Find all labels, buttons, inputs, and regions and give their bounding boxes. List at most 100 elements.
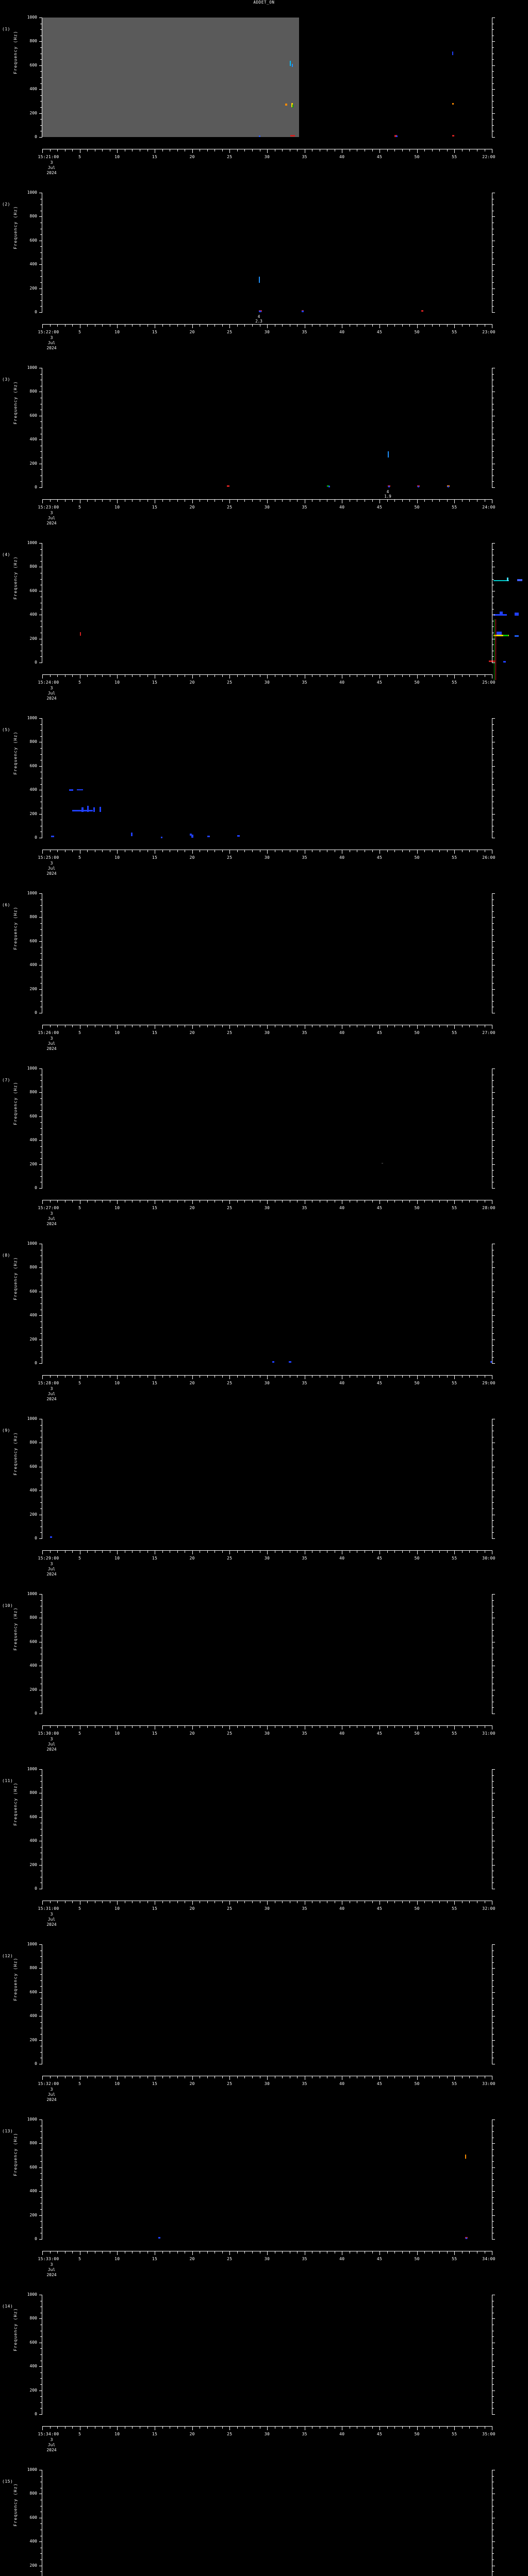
date-stack: 3 Jul 2024: [36, 686, 67, 701]
y-tick: [492, 989, 495, 990]
x-tick: [409, 1025, 410, 1027]
y-tick: [492, 1865, 495, 1866]
x-tick: [229, 2426, 230, 2430]
x-tick: [132, 2076, 133, 2078]
y-tick: [492, 312, 495, 313]
x-tick: [461, 2426, 463, 2429]
y-tick: [40, 1677, 42, 1679]
x-tick: [50, 1550, 51, 1553]
x-tick: [297, 850, 298, 852]
y-tick: [492, 1170, 494, 1171]
x-start-label: 15:27:00: [38, 1206, 59, 1210]
data-mark: [466, 2237, 468, 2239]
x-tick: [237, 2426, 238, 2429]
y-tick: [492, 2143, 495, 2144]
x-tick: [192, 1200, 193, 1204]
x-tick: [454, 1550, 455, 1554]
x-tick-label: 40: [339, 1731, 345, 1736]
x-tick: [177, 2251, 178, 2253]
x-tick: [282, 1550, 283, 1553]
x-tick: [162, 850, 163, 852]
x-tick: [424, 2426, 425, 2429]
x-tick: [229, 324, 230, 328]
x-tick-label: 25: [227, 1030, 233, 1035]
x-tick: [387, 1200, 388, 1202]
y-tick: [40, 95, 42, 96]
x-tick: [432, 1375, 433, 1378]
y-tick: [40, 1805, 42, 1806]
x-tick-label: 25: [227, 1906, 233, 1911]
x-tick: [372, 1200, 373, 1202]
y-tick: [492, 421, 494, 422]
x-tick: [207, 2251, 208, 2253]
x-tick-label: 55: [452, 855, 457, 860]
x-tick: [372, 1901, 373, 1903]
date-line: Jul: [47, 341, 56, 345]
x-tick: [409, 1550, 410, 1553]
date-line: 3: [50, 1211, 53, 1216]
date-stack: 3 Jul 2024: [36, 861, 67, 876]
x-tick: [244, 2076, 245, 2078]
y-tick: [40, 1146, 42, 1147]
x-tick: [207, 674, 208, 677]
y-tick: [40, 2372, 42, 2373]
y-tick: [40, 1781, 42, 1782]
x-tick: [469, 1375, 470, 1378]
x-tick-label: 15: [152, 1556, 158, 1561]
x-tick-label: 10: [114, 1731, 120, 1736]
x-tick-label: 45: [376, 505, 383, 510]
x-tick: [117, 2251, 118, 2255]
x-tick-label: 40: [339, 1381, 345, 1385]
x-tick-label: 35: [302, 1381, 307, 1385]
x-tick: [439, 1200, 440, 1202]
y-tick: [39, 2318, 42, 2319]
y-tick-label: 1000: [27, 15, 37, 20]
y-tick-label: 0: [35, 2412, 37, 2416]
x-tick: [244, 1200, 245, 1202]
x-tick: [87, 499, 88, 502]
x-tick-label: 40: [339, 855, 345, 860]
x-tick: [372, 1025, 373, 1027]
x-tick: [252, 1901, 253, 1903]
x-tick: [252, 2426, 253, 2429]
plot-area: [42, 1769, 492, 1889]
plot-area: [42, 2120, 492, 2239]
y-tick: [39, 2040, 42, 2041]
y-tick: [492, 579, 494, 580]
y-tick: [40, 246, 42, 247]
x-start-label: 15:29:00: [38, 1556, 59, 1561]
x-tick: [177, 324, 178, 327]
x-tick-label: 10: [114, 330, 120, 334]
y-axis-title: Frequency (Hz): [13, 2308, 18, 2351]
x-tick: [297, 324, 298, 327]
x-tick: [252, 1025, 253, 1027]
y-tick: [40, 481, 42, 482]
x-tick-label: 25: [227, 330, 233, 334]
x-tick: [57, 324, 58, 327]
y-tick-label: 400: [29, 2364, 37, 2369]
x-tick: [147, 1375, 148, 1378]
x-tick: [177, 1725, 178, 1728]
date-line: Jul: [47, 165, 56, 170]
y-tick: [492, 1285, 494, 1286]
y-tick-label: 0: [35, 2061, 37, 2066]
date-line: 2024: [46, 1922, 57, 1927]
x-tick: [461, 2076, 463, 2078]
x-tick: [424, 1025, 425, 1027]
y-tick: [40, 1351, 42, 1352]
x-tick: [229, 2251, 230, 2255]
x-tick: [409, 2426, 410, 2429]
x-tick: [57, 1200, 58, 1202]
y-tick: [492, 1769, 495, 1770]
x-tick: [267, 674, 268, 679]
y-tick: [492, 1846, 494, 1848]
y-tick: [40, 2161, 42, 2162]
y-tick-label: 0: [35, 1711, 37, 1716]
x-tick-label: 45: [376, 680, 383, 685]
x-tick-label: 40: [339, 2432, 345, 2436]
date-stack: 3 Jul 2024: [36, 2437, 67, 2453]
x-tick-label: 40: [339, 505, 345, 510]
y-tick: [40, 107, 42, 108]
x-tick: [102, 2076, 103, 2078]
data-mark: [290, 134, 295, 137]
